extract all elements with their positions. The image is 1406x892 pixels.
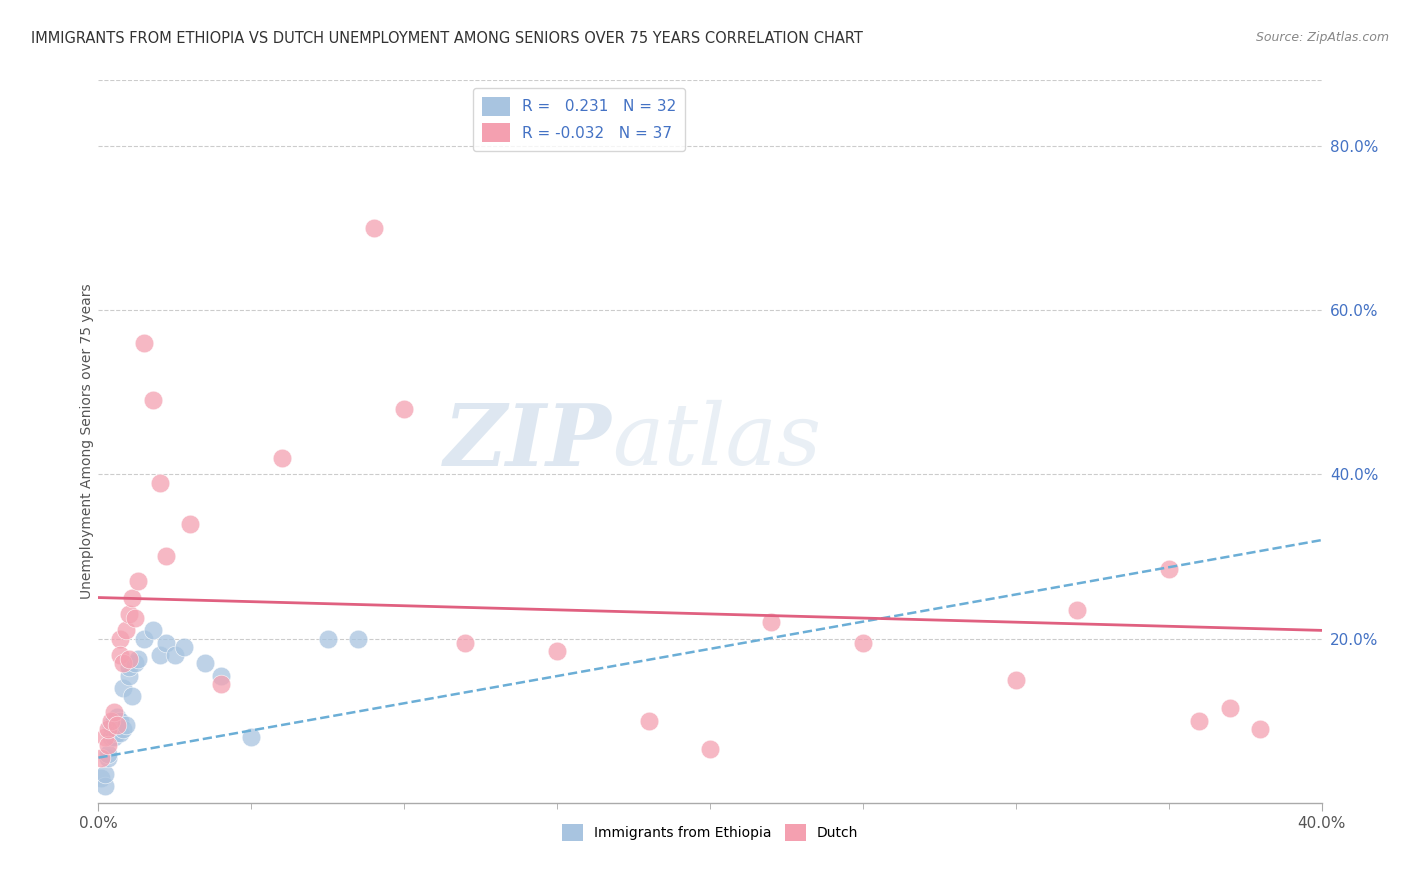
Point	[108, 714, 131, 728]
Point	[121, 689, 143, 703]
Point	[1249, 722, 1271, 736]
Point	[240, 730, 263, 744]
Text: atlas: atlas	[612, 401, 821, 483]
Point	[1157, 562, 1180, 576]
Point	[118, 660, 141, 674]
Point	[105, 726, 128, 740]
Point	[127, 574, 149, 588]
Point	[97, 747, 120, 761]
Point	[1188, 714, 1211, 728]
Point	[108, 632, 131, 646]
Point	[118, 607, 141, 621]
Text: IMMIGRANTS FROM ETHIOPIA VS DUTCH UNEMPLOYMENT AMONG SENIORS OVER 75 YEARS CORRE: IMMIGRANTS FROM ETHIOPIA VS DUTCH UNEMPL…	[31, 31, 863, 46]
Point	[105, 718, 128, 732]
Point	[115, 624, 138, 638]
Point	[179, 516, 201, 531]
Point	[1066, 603, 1088, 617]
Point	[97, 739, 120, 753]
Point	[97, 722, 120, 736]
Point	[173, 640, 195, 654]
Point	[546, 644, 568, 658]
Point	[142, 624, 165, 638]
Point	[363, 221, 385, 235]
Point	[270, 450, 292, 465]
Point	[105, 709, 128, 723]
Point	[155, 636, 177, 650]
Point	[392, 401, 416, 416]
Point	[100, 730, 122, 744]
Point	[121, 591, 143, 605]
Point	[127, 652, 149, 666]
Point	[100, 718, 122, 732]
Point	[93, 730, 115, 744]
Point	[1004, 673, 1026, 687]
Point	[118, 652, 141, 666]
Point	[209, 668, 232, 682]
Text: ZIP: ZIP	[444, 400, 612, 483]
Legend: Immigrants from Ethiopia, Dutch: Immigrants from Ethiopia, Dutch	[557, 818, 863, 847]
Text: Source: ZipAtlas.com: Source: ZipAtlas.com	[1256, 31, 1389, 45]
Point	[149, 475, 172, 490]
Point	[111, 722, 134, 736]
Point	[852, 636, 875, 650]
Point	[134, 632, 156, 646]
Point	[108, 726, 131, 740]
Point	[759, 615, 782, 630]
Point	[115, 718, 138, 732]
Point	[118, 668, 141, 682]
Point	[111, 681, 134, 695]
Point	[637, 714, 661, 728]
Point	[124, 611, 146, 625]
Point	[103, 730, 125, 744]
Point	[93, 767, 115, 781]
Point	[194, 657, 217, 671]
Point	[90, 771, 112, 785]
Point	[316, 632, 339, 646]
Point	[134, 336, 156, 351]
Point	[100, 714, 122, 728]
Point	[108, 648, 131, 662]
Point	[103, 706, 125, 720]
Point	[209, 677, 232, 691]
Point	[103, 714, 125, 728]
Point	[1219, 701, 1241, 715]
Point	[155, 549, 177, 564]
Point	[454, 636, 477, 650]
Y-axis label: Unemployment Among Seniors over 75 years: Unemployment Among Seniors over 75 years	[80, 284, 94, 599]
Point	[90, 750, 112, 764]
Point	[93, 780, 115, 794]
Point	[124, 657, 146, 671]
Point	[142, 393, 165, 408]
Point	[111, 657, 134, 671]
Point	[149, 648, 172, 662]
Point	[97, 750, 120, 764]
Point	[347, 632, 370, 646]
Point	[163, 648, 186, 662]
Point	[699, 742, 721, 756]
